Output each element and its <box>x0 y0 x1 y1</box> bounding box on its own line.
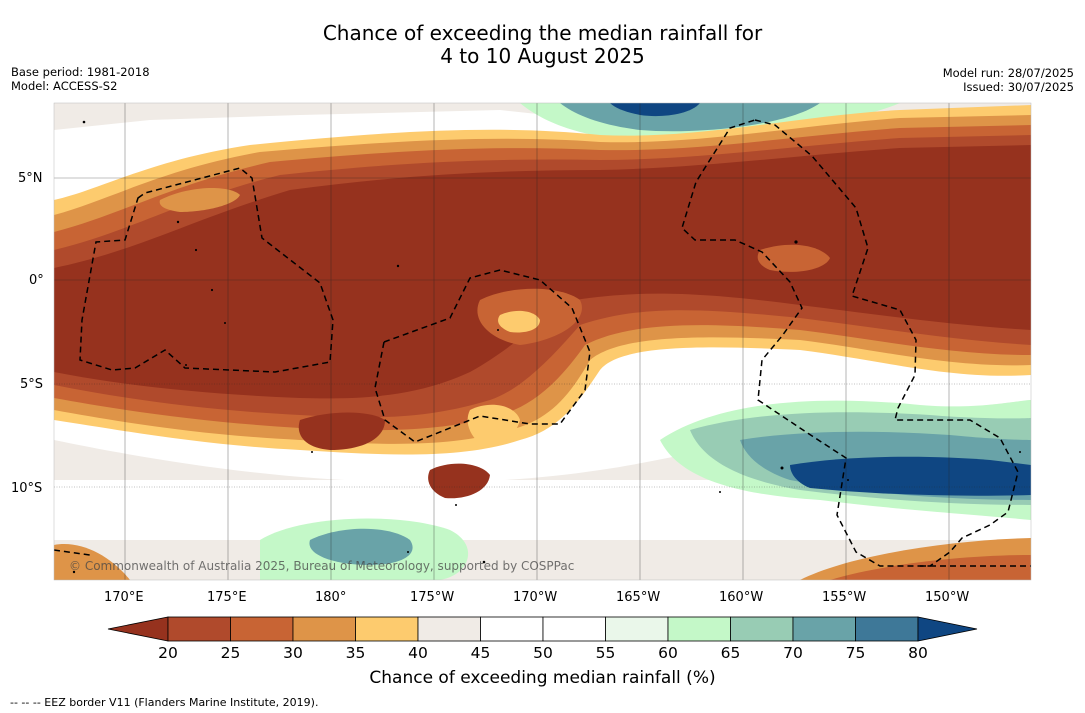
eez-line-islands <box>681 119 1019 567</box>
lon-label-175e: 175°E <box>207 590 247 605</box>
colorbar-tick-label: 50 <box>533 644 553 662</box>
colorbar-segment <box>167 616 231 642</box>
colorbar-tick-label: 35 <box>345 644 366 662</box>
sw-teal-area <box>309 528 413 565</box>
colorbar-tick-label: 65 <box>720 644 741 662</box>
colorbar-tick-label: 80 <box>908 644 928 662</box>
colorbar-segment <box>292 616 356 642</box>
meta-left: Base period: 1981-2018 Model: ACCESS-S2 <box>11 65 150 93</box>
colorbar-tick-label: 55 <box>595 644 616 662</box>
lat-label-5s: 5°S <box>20 377 44 392</box>
colorbar-segment <box>417 616 481 642</box>
core-patch-4 <box>159 188 240 212</box>
lon-label-175w: 175°W <box>410 590 455 605</box>
colorbar-segment <box>605 616 669 642</box>
colorbar-tick-label: 75 <box>845 644 866 662</box>
colorbar-segment <box>355 616 419 642</box>
lat-label-5n: 5°N <box>18 171 43 186</box>
core-patch-6 <box>428 463 490 499</box>
eez-phoenix <box>374 269 591 443</box>
lon-label-180: 180° <box>315 590 347 605</box>
colorbar-segment <box>667 616 731 642</box>
colorbar-segment <box>855 616 919 642</box>
colorbar-extend-low <box>107 616 169 642</box>
ne-blue-area <box>610 103 700 117</box>
map-frame <box>53 102 1032 581</box>
meta-right: Model run: 28/07/2025 Issued: 30/07/2025 <box>943 66 1074 94</box>
base-period-text: Base period: 1981-2018 <box>11 65 150 79</box>
eez-south-edge <box>54 549 1031 567</box>
south-dry-strip <box>54 544 130 580</box>
issued-text: Issued: 30/07/2025 <box>963 80 1074 94</box>
colorbar <box>107 616 978 642</box>
se-dry-strip-dark <box>830 555 1031 580</box>
rainfall-field <box>54 103 1031 580</box>
eez-kiribati-gilbert <box>79 167 334 373</box>
colorbar-segment <box>230 616 294 642</box>
lat-label-10s: 10°S <box>11 481 43 496</box>
lon-label-170e: 170°E <box>104 590 144 605</box>
colorbar-tick-label: 70 <box>783 644 803 662</box>
lat-label-0: 0° <box>29 273 44 288</box>
lon-label-160w: 160°W <box>719 590 764 605</box>
colorbar-tick-label: 20 <box>158 644 178 662</box>
core-patch-2 <box>498 310 540 333</box>
lon-label-150w: 150°W <box>925 590 970 605</box>
model-text: Model: ACCESS-S2 <box>11 79 118 93</box>
copyright-text: © Commonwealth of Australia 2025, Bureau… <box>69 559 575 573</box>
map-title: Chance of exceeding the median rainfall … <box>0 22 1085 68</box>
core-patch-3 <box>757 244 830 272</box>
colorbar-tick-label: 45 <box>470 644 491 662</box>
lon-label-170w: 170°W <box>513 590 558 605</box>
lon-label-155w: 155°W <box>822 590 867 605</box>
colorbar-title: Chance of exceeding median rainfall (%) <box>369 668 716 688</box>
lon-label-165w: 165°W <box>616 590 661 605</box>
islands <box>72 120 1021 574</box>
dry-band-core <box>54 145 1031 399</box>
gridlines <box>54 103 1031 580</box>
colorbar-tick-label: 60 <box>658 644 678 662</box>
colorbar-segment <box>792 616 856 642</box>
core-patch-5 <box>298 412 385 450</box>
eez-footnote: -- -- -- EEZ border V11 (Flanders Marine… <box>10 696 319 709</box>
colorbar-tick-label: 40 <box>408 644 428 662</box>
colorbar-extend-high <box>917 616 978 642</box>
colorbar-segment <box>730 616 794 642</box>
eez-borders <box>54 119 1031 567</box>
title-line-2: 4 to 10 August 2025 <box>440 44 645 68</box>
colorbar-segment <box>480 616 544 642</box>
model-run-text: Model run: 28/07/2025 <box>942 66 1074 80</box>
core-patch-7 <box>467 404 520 444</box>
se-blue-area <box>790 456 1031 496</box>
colorbar-tick-label: 25 <box>220 644 241 662</box>
colorbar-tick-label: 30 <box>283 644 303 662</box>
colorbar-segment <box>542 616 606 642</box>
title-line-1: Chance of exceeding the median rainfall … <box>322 21 763 45</box>
